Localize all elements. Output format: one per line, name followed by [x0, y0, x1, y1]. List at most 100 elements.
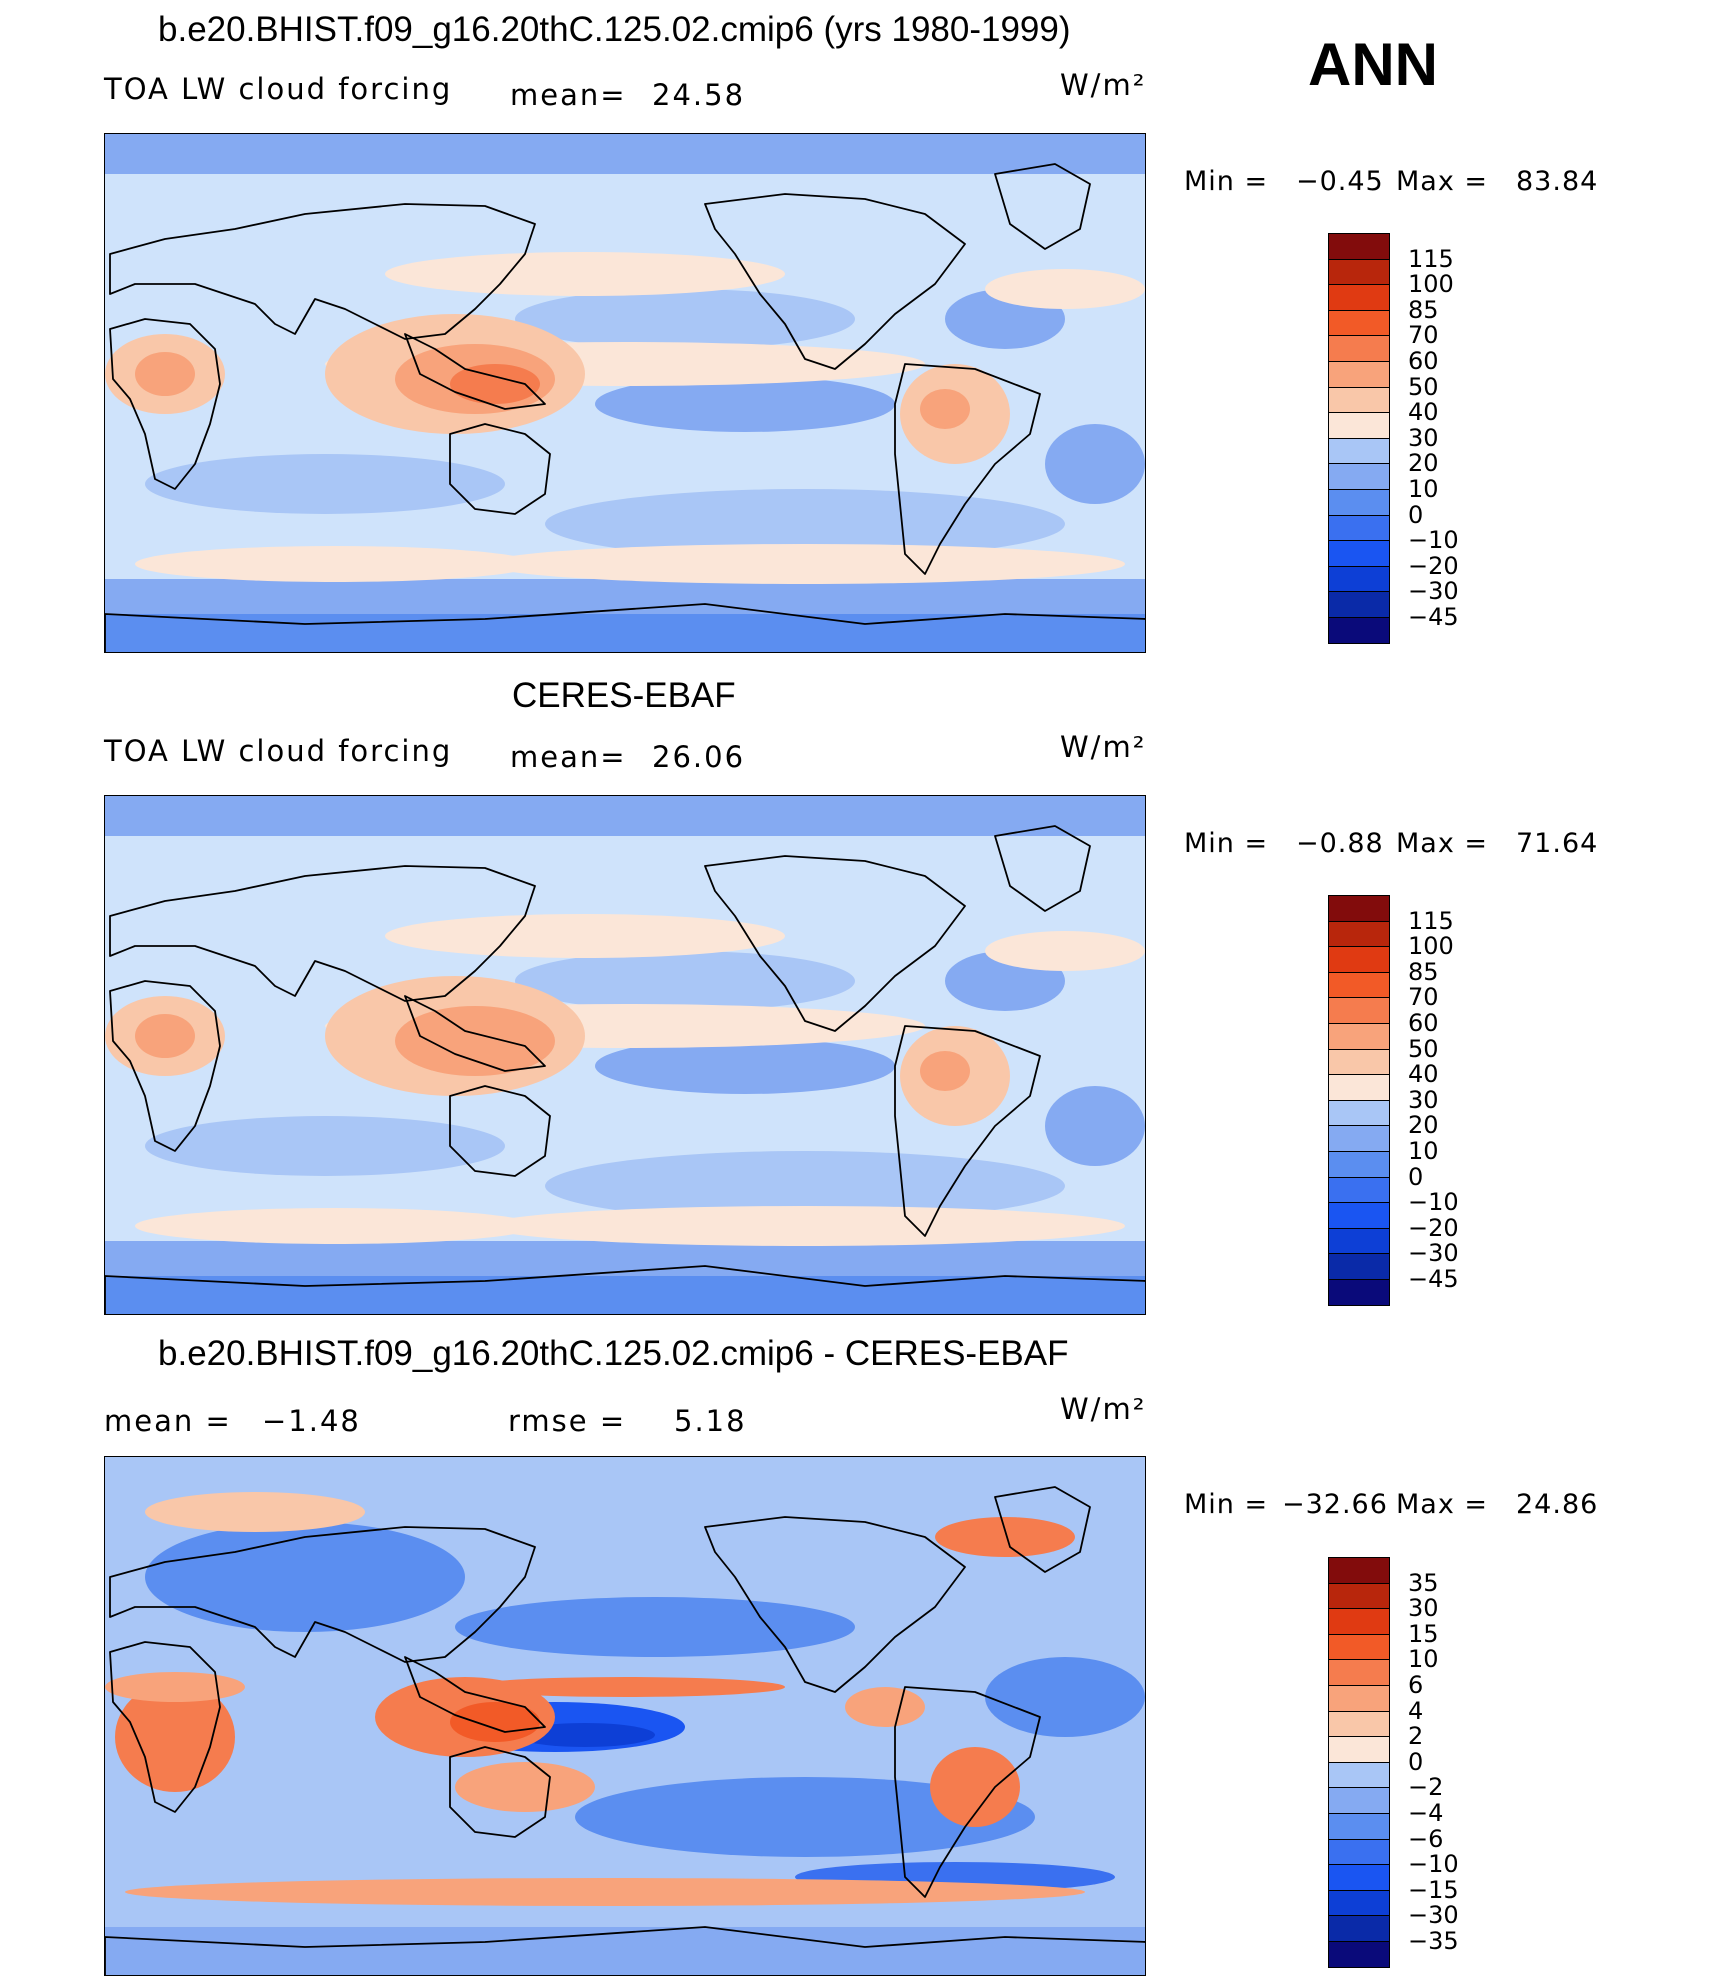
panel-1-max-value: 83.84: [1516, 166, 1599, 197]
colorbar-tick-label: −6: [1408, 1824, 1444, 1853]
panel-1-max-label: Max =: [1396, 166, 1489, 197]
colorbar-cell: [1328, 1557, 1390, 1584]
africa-core: [135, 352, 195, 396]
panel-2-min-label: Min =: [1184, 828, 1269, 859]
panel-2-colorbar: 115 100 85 70 60 50 40 30 20 10 0 −10 −20 −30 −45: [1328, 895, 1459, 1306]
panel-3-map: [104, 1456, 1146, 1976]
colorbar-tick-label: −30: [1408, 1239, 1459, 1268]
colorbar-tick-label: 30: [1408, 423, 1439, 452]
colorbar-cell: [1328, 1049, 1390, 1076]
colorbar-cell: [1328, 921, 1390, 948]
panel-2-max-value: 71.64: [1516, 828, 1599, 859]
colorbar-tick-label: −10: [1408, 526, 1459, 555]
coastline: [704, 193, 966, 370]
diff-itcz-red: [465, 1677, 785, 1697]
panel-2-mean-value: 26.06: [652, 740, 746, 774]
colorbar-cell: [1328, 1228, 1390, 1255]
panel-3-min-label: Min =: [1184, 1489, 1269, 1520]
colorbar-cell: [1328, 1254, 1390, 1280]
colorbar-tick-label: 70: [1408, 321, 1439, 350]
storm-track-south: [485, 544, 1125, 584]
subtropic-blue-satl: [1045, 1086, 1145, 1166]
coastline: [449, 1085, 551, 1177]
diff-africa-red: [115, 1682, 235, 1792]
colorbar-tick-label: 40: [1408, 1060, 1439, 1089]
coastline: [404, 995, 546, 1072]
colorbar-tick-label: −10: [1408, 1188, 1459, 1217]
panel-2-map: [104, 795, 1146, 1315]
diff-africa-north: [105, 1672, 245, 1702]
colorbar-cell: [1328, 1788, 1390, 1814]
colorbar-tick-label: −4: [1408, 1799, 1444, 1827]
colorbar-cell: [1328, 1100, 1390, 1127]
colorbar-tick-label: 30: [1408, 1085, 1439, 1114]
panel-2-min-value: −0.88: [1296, 828, 1384, 859]
colorbar-cell: [1328, 617, 1390, 644]
subtropic-blue-epacific: [595, 376, 895, 432]
diff-asia-blue: [145, 1522, 465, 1632]
panel-1-colorbar: 115 100 85 70 60 50 40 30 20 10 0 −10 −20 −30 −45: [1328, 233, 1459, 644]
subtropic-blue-indian: [145, 454, 505, 514]
colorbar-tick-label: −30: [1408, 577, 1459, 606]
colorbar-cell: [1328, 361, 1390, 388]
colorbar-cell: [1328, 1711, 1390, 1738]
diff-maritime-core: [450, 1702, 540, 1742]
diff-panama-red: [845, 1687, 925, 1727]
storm-track-npacific: [385, 914, 785, 958]
coastline: [894, 1025, 1041, 1237]
panel-3-max-value: 24.86: [1516, 1489, 1599, 1520]
panel-3-title: b.e20.BHIST.f09_g16.20thC.125.02.cmip6 -…: [158, 1334, 1069, 1373]
colorbar-cell: [1328, 1660, 1390, 1686]
colorbar-tick-label: 10: [1408, 475, 1439, 503]
colorbar-cell: [1328, 1583, 1390, 1610]
colorbar-cell: [1328, 1177, 1390, 1204]
colorbar-tick-label: 50: [1408, 1034, 1439, 1063]
diff-southern-red: [125, 1878, 1085, 1906]
coastline: [404, 333, 546, 410]
colorbar-tick-label: −2: [1408, 1773, 1444, 1802]
panel-1-units: W/m²: [1060, 68, 1147, 102]
colorbar-cell: [1328, 336, 1390, 362]
coastline: [994, 825, 1091, 912]
panel-3-max-label: Max =: [1396, 1489, 1489, 1520]
coastline: [109, 980, 221, 1152]
colorbar-cell: [1328, 387, 1390, 414]
coastline: [704, 1516, 966, 1693]
storm-track-natl: [985, 269, 1145, 309]
colorbar-tick-label: −35: [1408, 1927, 1459, 1955]
colorbar-tick-label: −45: [1408, 1265, 1459, 1293]
panel-2-title: CERES-EBAF: [512, 676, 736, 715]
colorbar-cell: [1328, 1609, 1390, 1635]
colorbar-cell: [1328, 998, 1390, 1024]
panel-1-mean-label: mean=: [510, 78, 627, 112]
colorbar-tick-label: −20: [1408, 551, 1459, 580]
coastline: [109, 318, 221, 490]
coastline: [105, 1265, 1145, 1314]
colorbar-cell: [1328, 464, 1390, 490]
panel-3-units: W/m²: [1060, 1392, 1147, 1426]
colorbar-tick-label: 2: [1408, 1722, 1424, 1751]
subtropic-blue-indian: [145, 1116, 505, 1176]
colorbar-cell: [1328, 1203, 1390, 1229]
colorbar-tick-label: −45: [1408, 603, 1459, 631]
colorbar-cell: [1328, 1865, 1390, 1891]
diff-antarctic-band: [105, 1927, 1145, 1975]
colorbar-cell: [1328, 1023, 1390, 1050]
colorbar-cell: [1328, 1813, 1390, 1840]
subtropic-blue-spacific: [545, 489, 1065, 559]
panel-1-min-label: Min =: [1184, 166, 1269, 197]
coastline: [109, 1641, 221, 1813]
coastline: [105, 603, 1145, 652]
colorbar-tick-label: 0: [1408, 500, 1424, 529]
panel-1-variable: TOA LW cloud forcing: [104, 72, 453, 106]
colorbar-tick-label: 10: [1408, 1645, 1439, 1674]
colorbar-tick-label: 70: [1408, 983, 1439, 1012]
warm-pool-inner: [395, 1006, 555, 1076]
diff-greenland-red: [935, 1517, 1075, 1557]
coastline: [109, 203, 536, 340]
colorbar-cell: [1328, 233, 1390, 260]
amazon-core: [920, 389, 970, 429]
colorbar-cell: [1328, 1941, 1390, 1968]
colorbar-tick-label: 60: [1408, 1009, 1439, 1037]
storm-track-npacific: [385, 252, 785, 296]
